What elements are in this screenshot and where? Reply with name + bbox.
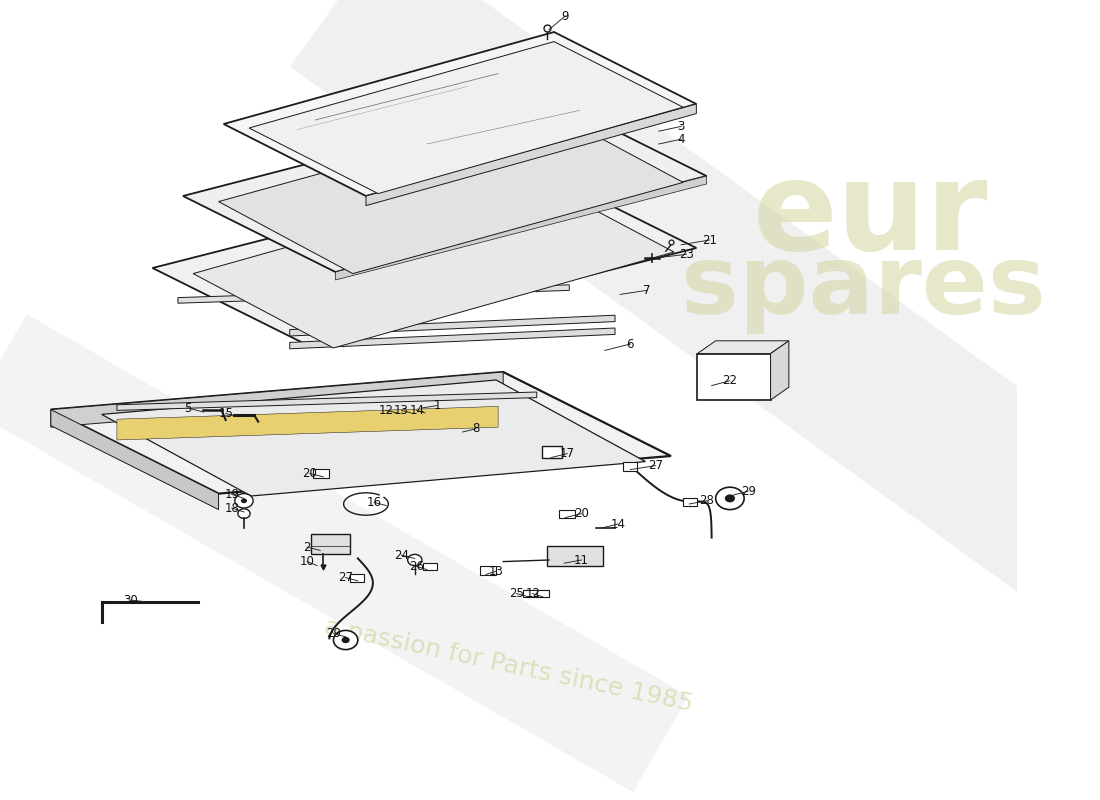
- Text: 27: 27: [338, 571, 353, 584]
- Bar: [480, 566, 496, 575]
- Polygon shape: [183, 100, 706, 272]
- Text: 12: 12: [525, 587, 540, 600]
- Text: 14: 14: [610, 518, 626, 530]
- Polygon shape: [51, 410, 219, 510]
- Bar: [559, 510, 575, 518]
- Bar: [624, 462, 637, 471]
- Text: 28: 28: [700, 494, 714, 507]
- Circle shape: [408, 554, 422, 566]
- Text: 20: 20: [302, 467, 318, 480]
- Polygon shape: [51, 372, 671, 494]
- Polygon shape: [366, 104, 696, 206]
- Text: 13: 13: [488, 565, 504, 578]
- Text: 10: 10: [299, 555, 315, 568]
- Circle shape: [238, 509, 250, 518]
- Polygon shape: [697, 341, 789, 354]
- Text: 8: 8: [472, 422, 480, 435]
- Circle shape: [241, 498, 248, 503]
- Bar: [422, 563, 437, 570]
- Text: a passion for Parts since 1985: a passion for Parts since 1985: [321, 614, 695, 717]
- Text: 30: 30: [123, 594, 138, 606]
- Polygon shape: [194, 178, 674, 348]
- Text: 19: 19: [224, 488, 240, 501]
- Polygon shape: [153, 170, 696, 346]
- Text: 29: 29: [326, 627, 341, 640]
- Text: 3: 3: [678, 120, 685, 133]
- Circle shape: [333, 630, 358, 650]
- Text: eur: eur: [752, 155, 988, 277]
- Polygon shape: [219, 110, 683, 274]
- Text: 27: 27: [648, 459, 663, 472]
- Text: 1: 1: [433, 399, 441, 412]
- Text: 17: 17: [560, 447, 574, 460]
- Polygon shape: [771, 341, 789, 400]
- Bar: [311, 534, 350, 554]
- Text: 29: 29: [740, 485, 756, 498]
- Bar: [547, 546, 603, 566]
- Bar: [314, 469, 329, 478]
- Text: 22: 22: [723, 374, 737, 387]
- Text: 23: 23: [679, 248, 694, 261]
- Bar: [537, 590, 549, 597]
- Text: 6: 6: [627, 338, 634, 350]
- Polygon shape: [101, 380, 646, 496]
- Polygon shape: [249, 42, 683, 194]
- Bar: [522, 590, 537, 597]
- Polygon shape: [223, 32, 696, 196]
- Bar: [683, 498, 697, 506]
- Text: 11: 11: [574, 554, 589, 566]
- Polygon shape: [289, 315, 615, 336]
- Polygon shape: [178, 285, 570, 303]
- Circle shape: [716, 487, 744, 510]
- Text: 5: 5: [185, 402, 191, 414]
- Text: 13: 13: [394, 404, 409, 417]
- Text: 16: 16: [366, 496, 382, 509]
- Circle shape: [234, 494, 253, 508]
- Text: 24: 24: [394, 549, 409, 562]
- Text: 14: 14: [409, 404, 425, 417]
- Text: 15: 15: [218, 407, 233, 420]
- Circle shape: [342, 637, 350, 643]
- Polygon shape: [117, 392, 537, 410]
- Text: 25: 25: [509, 587, 524, 600]
- Text: 20: 20: [574, 507, 589, 520]
- Text: spares: spares: [681, 242, 1046, 334]
- Text: 7: 7: [642, 284, 650, 297]
- Bar: [542, 446, 562, 458]
- Text: 4: 4: [678, 133, 685, 146]
- Text: 2: 2: [304, 541, 311, 554]
- Polygon shape: [289, 328, 615, 349]
- Polygon shape: [51, 372, 503, 427]
- Text: 12: 12: [378, 404, 394, 417]
- Bar: [697, 354, 771, 400]
- Polygon shape: [117, 406, 498, 440]
- Polygon shape: [336, 176, 706, 280]
- Text: 21: 21: [702, 234, 717, 246]
- Bar: [350, 574, 364, 582]
- Circle shape: [725, 494, 735, 502]
- Text: 18: 18: [224, 502, 239, 514]
- Text: 26: 26: [409, 560, 425, 573]
- Text: 9: 9: [561, 10, 569, 22]
